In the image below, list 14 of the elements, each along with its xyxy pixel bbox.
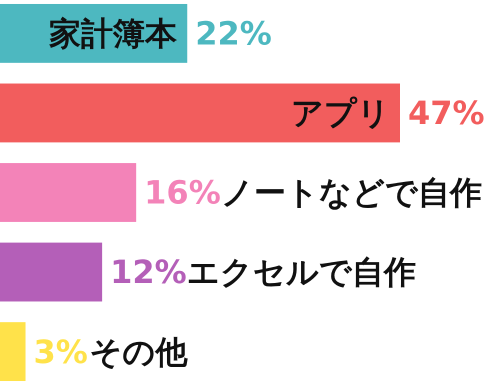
y-tick-label: アプリ	[291, 94, 390, 132]
y-tick-label: 家計簿本	[49, 14, 178, 53]
bar	[0, 322, 26, 382]
data-label: 12%	[110, 253, 187, 292]
y-tick-label: その他	[90, 332, 189, 371]
y-tick-label: エクセルで自作	[187, 253, 416, 292]
data-label: 3%	[34, 332, 88, 371]
data-label: 16%	[144, 174, 221, 212]
data-label: 47%	[408, 94, 485, 132]
bar	[0, 84, 400, 142]
data-label: 22%	[195, 14, 272, 53]
y-tick-label: ノートなどで自作	[221, 174, 482, 212]
bar	[0, 242, 102, 302]
bar	[0, 163, 136, 222]
